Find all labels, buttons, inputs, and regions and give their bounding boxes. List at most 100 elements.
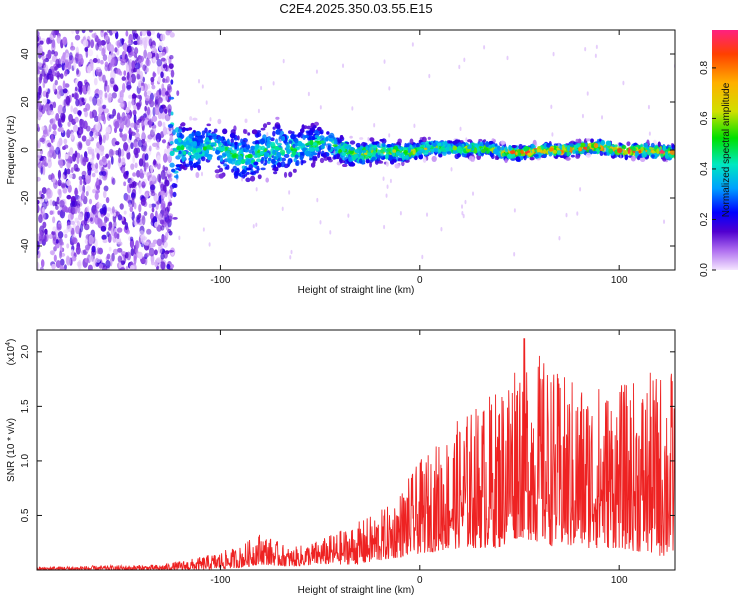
spectrogram-cell	[329, 137, 334, 142]
spectrogram-cell	[98, 263, 104, 270]
spectrogram-cell	[170, 111, 174, 116]
spectrogram-cell	[67, 61, 72, 70]
spectrogram-cell	[348, 156, 353, 163]
spectrogram-cell	[140, 198, 146, 206]
spectrogram-cell	[158, 51, 162, 59]
spectrogram-cell	[120, 61, 126, 66]
spectrogram-cell	[156, 32, 161, 39]
spectrogram-cell	[231, 154, 237, 158]
spectrogram-cell	[37, 261, 40, 270]
spectrogram-cell	[466, 139, 473, 143]
spectrogram-cell	[452, 145, 458, 151]
spectrogram-cell	[189, 116, 193, 121]
spectrogram-cell	[133, 147, 139, 156]
spectrogram-cell	[272, 149, 276, 155]
spectrogram-cell	[161, 139, 167, 144]
spectrogram-cell	[117, 147, 122, 158]
spectrogram-cell	[359, 137, 364, 140]
spectrogram-cell	[492, 148, 499, 155]
spectrogram-cell	[576, 211, 579, 216]
spectrogram-cell	[129, 212, 133, 218]
spectrogram-cell	[76, 205, 81, 214]
spectrogram-cell	[617, 142, 620, 147]
spectrogram-cell	[590, 138, 594, 143]
spectrogram-cell	[202, 227, 205, 232]
spectrogram-cell	[161, 235, 167, 243]
spectrogram-cell	[71, 200, 76, 206]
spectrogram-cell	[241, 170, 247, 174]
spectrogram-cell	[483, 45, 486, 50]
spectrogram-cell	[121, 157, 126, 166]
spectrogram-cell	[77, 126, 84, 136]
spectrogram-cell	[130, 51, 136, 57]
spectrogram-cell	[124, 221, 129, 231]
spectrogram-cell	[119, 132, 123, 138]
spectrogram-cell	[88, 135, 92, 141]
spectrogram-cell	[109, 77, 115, 85]
spectrogram-cell	[303, 135, 310, 139]
spectrogram-cell	[161, 51, 166, 56]
spectrogram-cell	[205, 137, 210, 143]
spectrogram-cell	[275, 129, 281, 135]
spectrogram-cell	[44, 228, 48, 235]
spectrogram-cell	[164, 108, 168, 114]
spectrogram-cell	[172, 217, 178, 220]
spectrogram-cell	[244, 118, 248, 123]
spectrogram-cell	[483, 139, 487, 142]
spectrogram-cell	[101, 156, 107, 163]
spectrogram-cell	[140, 144, 147, 152]
spectrogram-cell	[102, 134, 106, 144]
spectrogram-cell	[145, 193, 149, 199]
spectrogram-cell	[157, 213, 163, 222]
spectrogram-cell	[54, 70, 60, 76]
spectrogram-cell	[149, 184, 156, 191]
spectrogram-cell	[143, 241, 150, 246]
spectrogram-cell	[121, 76, 127, 81]
spectrogram-cell	[114, 47, 118, 53]
spectrogram-cell	[256, 152, 261, 158]
spectrogram-cell	[373, 123, 376, 128]
page-title: C2E4.2025.350.03.55.E15	[279, 1, 433, 16]
spectrogram-cell	[39, 137, 45, 143]
spectrogram-cell	[152, 127, 157, 132]
spectrogram-cell	[142, 64, 147, 71]
spectrogram-cell	[634, 150, 640, 157]
spectrogram-cell	[70, 167, 74, 174]
spectrogram-cell	[176, 145, 182, 151]
spectrogram-cell	[152, 71, 156, 79]
spectrogram-cell	[99, 174, 103, 180]
spectrogram-cell	[59, 73, 64, 79]
spectrogram-cell	[265, 177, 269, 183]
spectrogram-cell	[205, 141, 210, 145]
spectrogram-cell	[45, 91, 49, 99]
spectrogram-cell	[166, 30, 173, 33]
spectrogram-cell	[106, 231, 110, 237]
spectrogram-cell	[391, 143, 395, 148]
spectrogram-cell	[125, 265, 129, 270]
spectrogram-cell	[169, 162, 175, 168]
spectrogram-cell	[164, 179, 170, 187]
spectrogram-cell	[517, 152, 522, 156]
spectrogram-cell	[259, 138, 266, 145]
spectrogram-cell	[348, 161, 354, 167]
spectrogram-cell	[349, 140, 356, 145]
spectrogram-cell	[255, 143, 260, 149]
spectrogram-cell	[618, 142, 623, 146]
spectrogram-cell	[66, 160, 71, 169]
spectrogram-cell	[39, 40, 44, 45]
spectrogram-cell	[116, 39, 121, 49]
spectrogram-cell	[66, 256, 72, 266]
spectrogram-cell	[66, 243, 70, 249]
spectrogram-cell	[57, 104, 64, 115]
spectrogram-cell	[77, 53, 83, 62]
spectrogram-cell	[69, 147, 74, 156]
spectrogram-cell	[252, 224, 255, 229]
spectrogram-cell	[570, 154, 575, 158]
spectrogram-cell	[279, 138, 282, 144]
spectrogram-cell	[485, 141, 490, 148]
spectrogram-cell	[144, 153, 149, 161]
spectrogram-cell	[227, 158, 233, 164]
spectrogram-cell	[663, 219, 666, 224]
spectrogram-cell	[148, 119, 152, 128]
spectrogram-cell	[97, 211, 101, 219]
